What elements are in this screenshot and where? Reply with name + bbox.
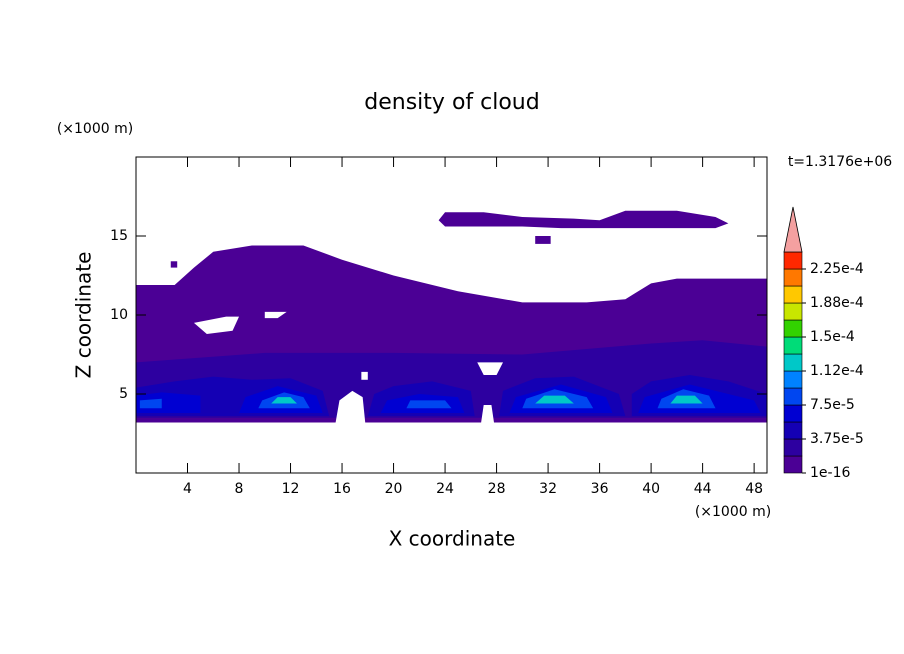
no-cloud xyxy=(335,390,366,423)
colorbar-tick-label: 1.12e-4 xyxy=(810,363,864,379)
y-unit-label: (×1000 m) xyxy=(57,121,133,137)
colorbar-band xyxy=(783,251,803,270)
y-tick-label: 5 xyxy=(119,386,128,402)
annotation: t=1.3176e+06 xyxy=(788,154,892,170)
contour-region xyxy=(670,395,703,404)
colorbar-band xyxy=(783,336,803,355)
colorbar-tick-label: 3.75e-5 xyxy=(810,431,864,447)
x-tick-label: 36 xyxy=(591,481,609,497)
colorbar-band xyxy=(783,353,803,372)
x-tick-label: 4 xyxy=(183,481,192,497)
colorbar-band xyxy=(783,387,803,406)
colorbar-tick-label: 7.5e-5 xyxy=(810,397,855,413)
chart-title: density of cloud xyxy=(364,90,539,115)
x-tick-label: 44 xyxy=(694,481,712,497)
no-cloud xyxy=(264,311,287,319)
x-tick-label: 12 xyxy=(282,481,300,497)
contour-region xyxy=(271,397,297,404)
colorbar-tick-label: 1.88e-4 xyxy=(810,295,864,311)
no-cloud xyxy=(477,362,504,376)
x-tick-label: 20 xyxy=(385,481,403,497)
y-axis-label: Z coordinate xyxy=(72,252,96,379)
x-tick-label: 48 xyxy=(745,481,763,497)
x-tick-label: 40 xyxy=(642,481,660,497)
colorbar-tick-label: 1.5e-4 xyxy=(810,329,855,345)
contour-region xyxy=(170,261,178,268)
contour-region xyxy=(535,395,574,404)
x-tick-label: 16 xyxy=(333,481,351,497)
colorbar-band xyxy=(783,285,803,304)
colorbar-band xyxy=(783,268,803,287)
y-tick-label: 10 xyxy=(110,307,128,323)
x-tick-label: 32 xyxy=(539,481,557,497)
x-tick-label: 28 xyxy=(488,481,506,497)
no-cloud xyxy=(193,316,240,334)
colorbar-tick-label: 2.25e-4 xyxy=(810,261,864,277)
y-tick-label: 15 xyxy=(110,228,128,244)
contour-region xyxy=(535,236,551,244)
contour-region xyxy=(406,400,452,409)
no-cloud xyxy=(361,371,368,380)
x-tick-label: 8 xyxy=(235,481,244,497)
x-unit-label: (×1000 m) xyxy=(695,504,771,520)
x-axis-label: X coordinate xyxy=(389,527,516,551)
colorbar-band xyxy=(783,404,803,423)
colorbar-band xyxy=(783,319,803,338)
colorbar-band xyxy=(783,421,803,440)
contour-region xyxy=(438,210,729,229)
no-cloud xyxy=(481,405,494,423)
colorbar-band xyxy=(783,302,803,321)
colorbar-band xyxy=(783,455,803,474)
x-tick-label: 24 xyxy=(436,481,454,497)
colorbar-extension xyxy=(783,206,803,253)
colorbar-tick-label: 1e-16 xyxy=(810,465,850,481)
colorbar-band xyxy=(783,370,803,389)
contour-region xyxy=(139,398,162,409)
colorbar-band xyxy=(783,438,803,457)
